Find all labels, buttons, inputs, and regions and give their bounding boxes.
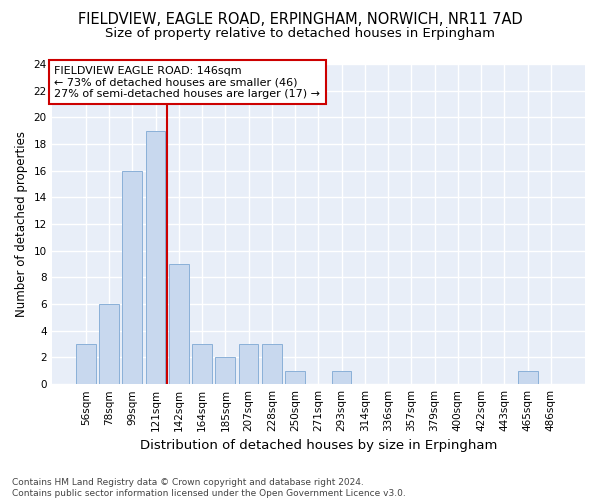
Text: FIELDVIEW, EAGLE ROAD, ERPINGHAM, NORWICH, NR11 7AD: FIELDVIEW, EAGLE ROAD, ERPINGHAM, NORWIC… [77, 12, 523, 28]
Bar [192, 344, 212, 384]
Text: Size of property relative to detached houses in Erpingham: Size of property relative to detached ho… [105, 28, 495, 40]
Bar [239, 344, 259, 384]
X-axis label: Distribution of detached houses by size in Erpingham: Distribution of detached houses by size … [140, 440, 497, 452]
Bar [518, 371, 538, 384]
Text: FIELDVIEW EAGLE ROAD: 146sqm
← 73% of detached houses are smaller (46)
27% of se: FIELDVIEW EAGLE ROAD: 146sqm ← 73% of de… [55, 66, 320, 99]
Bar [76, 344, 95, 384]
Bar [332, 371, 352, 384]
Bar [285, 371, 305, 384]
Bar [169, 264, 188, 384]
Y-axis label: Number of detached properties: Number of detached properties [15, 131, 28, 317]
Bar [146, 130, 166, 384]
Text: Contains HM Land Registry data © Crown copyright and database right 2024.
Contai: Contains HM Land Registry data © Crown c… [12, 478, 406, 498]
Bar [99, 304, 119, 384]
Bar [122, 170, 142, 384]
Bar [215, 358, 235, 384]
Bar [262, 344, 282, 384]
